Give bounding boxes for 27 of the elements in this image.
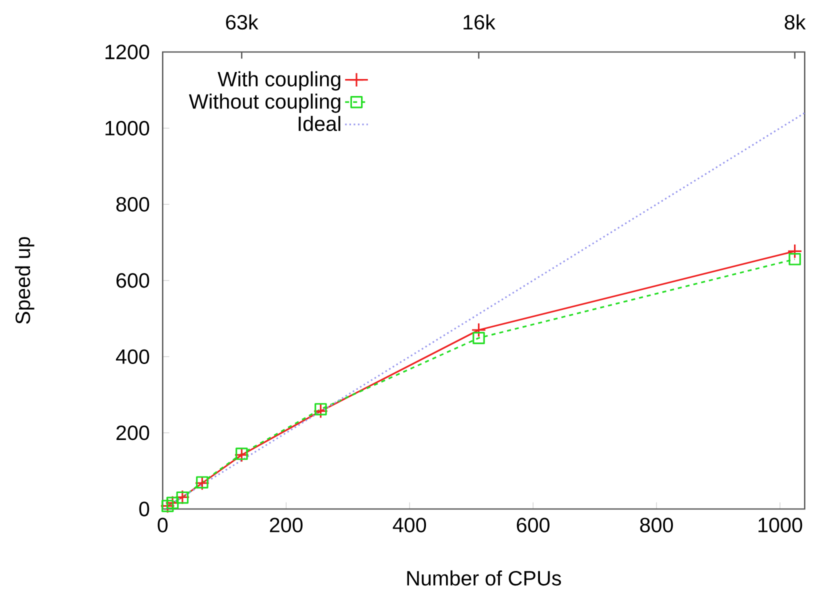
point [787,244,802,259]
x-tick-label: 0 [158,518,168,532]
y-axis-title: Speed up [15,237,34,324]
x-tick-label: 600 [516,518,550,532]
y-tick-label: 800 [116,197,150,212]
annotation: 16k [464,14,496,30]
y-tick-label: 1200 [106,44,150,60]
point [471,322,486,338]
x-tick-label: 400 [392,518,426,532]
y-tick-label: 0 [139,502,150,516]
point [788,253,801,266]
y-tick-label: 200 [116,426,150,440]
annotation: 8k [784,14,806,30]
x-tick-label: 200 [270,518,303,532]
x-tick-label: 1000 [758,518,802,532]
point [314,403,327,416]
legend-label: Without coupling [188,94,340,113]
point [313,404,328,419]
x-tick-label: 800 [640,518,673,532]
y-tick-label: 400 [116,349,150,364]
legend-label: Ideal [298,116,340,132]
y-tick-label: 1000 [106,120,150,136]
y-tick-label: 600 [116,273,150,288]
legend-label: With coupling [218,71,340,91]
point [472,332,485,344]
x-axis-title: Number of CPUs [407,570,561,586]
annotation: 63k [226,14,258,30]
